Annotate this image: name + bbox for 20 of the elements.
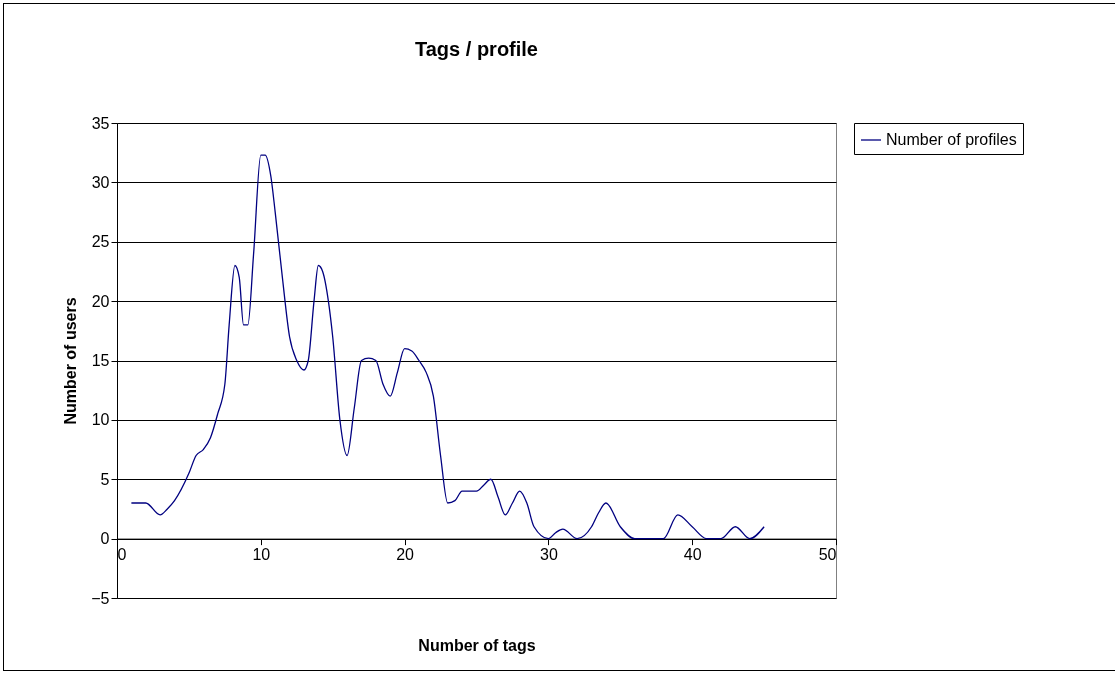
y-tick-label: −5: [91, 589, 110, 607]
x-tick-label: 20: [396, 546, 415, 564]
x-tick-label: 40: [683, 546, 702, 564]
y-tick-label: 25: [91, 233, 110, 251]
y-tick-label: 0: [100, 530, 110, 548]
y-tick-label: 30: [91, 173, 110, 191]
x-tick-label: 0: [117, 546, 127, 564]
x-tick-label: 30: [540, 546, 558, 564]
y-tick-label: 10: [91, 411, 110, 429]
x-tick-label: 50: [818, 546, 837, 564]
y-tick-label: 20: [91, 292, 110, 310]
x-tick-label: 10: [252, 546, 271, 564]
line-series: [130, 154, 765, 540]
chart-title: Tags / profile: [415, 38, 538, 60]
x-axis-title: Number of tags: [418, 636, 536, 654]
legend-label: Number of profiles: [886, 131, 1017, 148]
y-tick-label: 35: [91, 114, 110, 132]
y-tick-label: 15: [91, 352, 110, 369]
y-tick-label: 5: [100, 470, 110, 488]
y-axis-title: Number of users: [62, 297, 80, 425]
